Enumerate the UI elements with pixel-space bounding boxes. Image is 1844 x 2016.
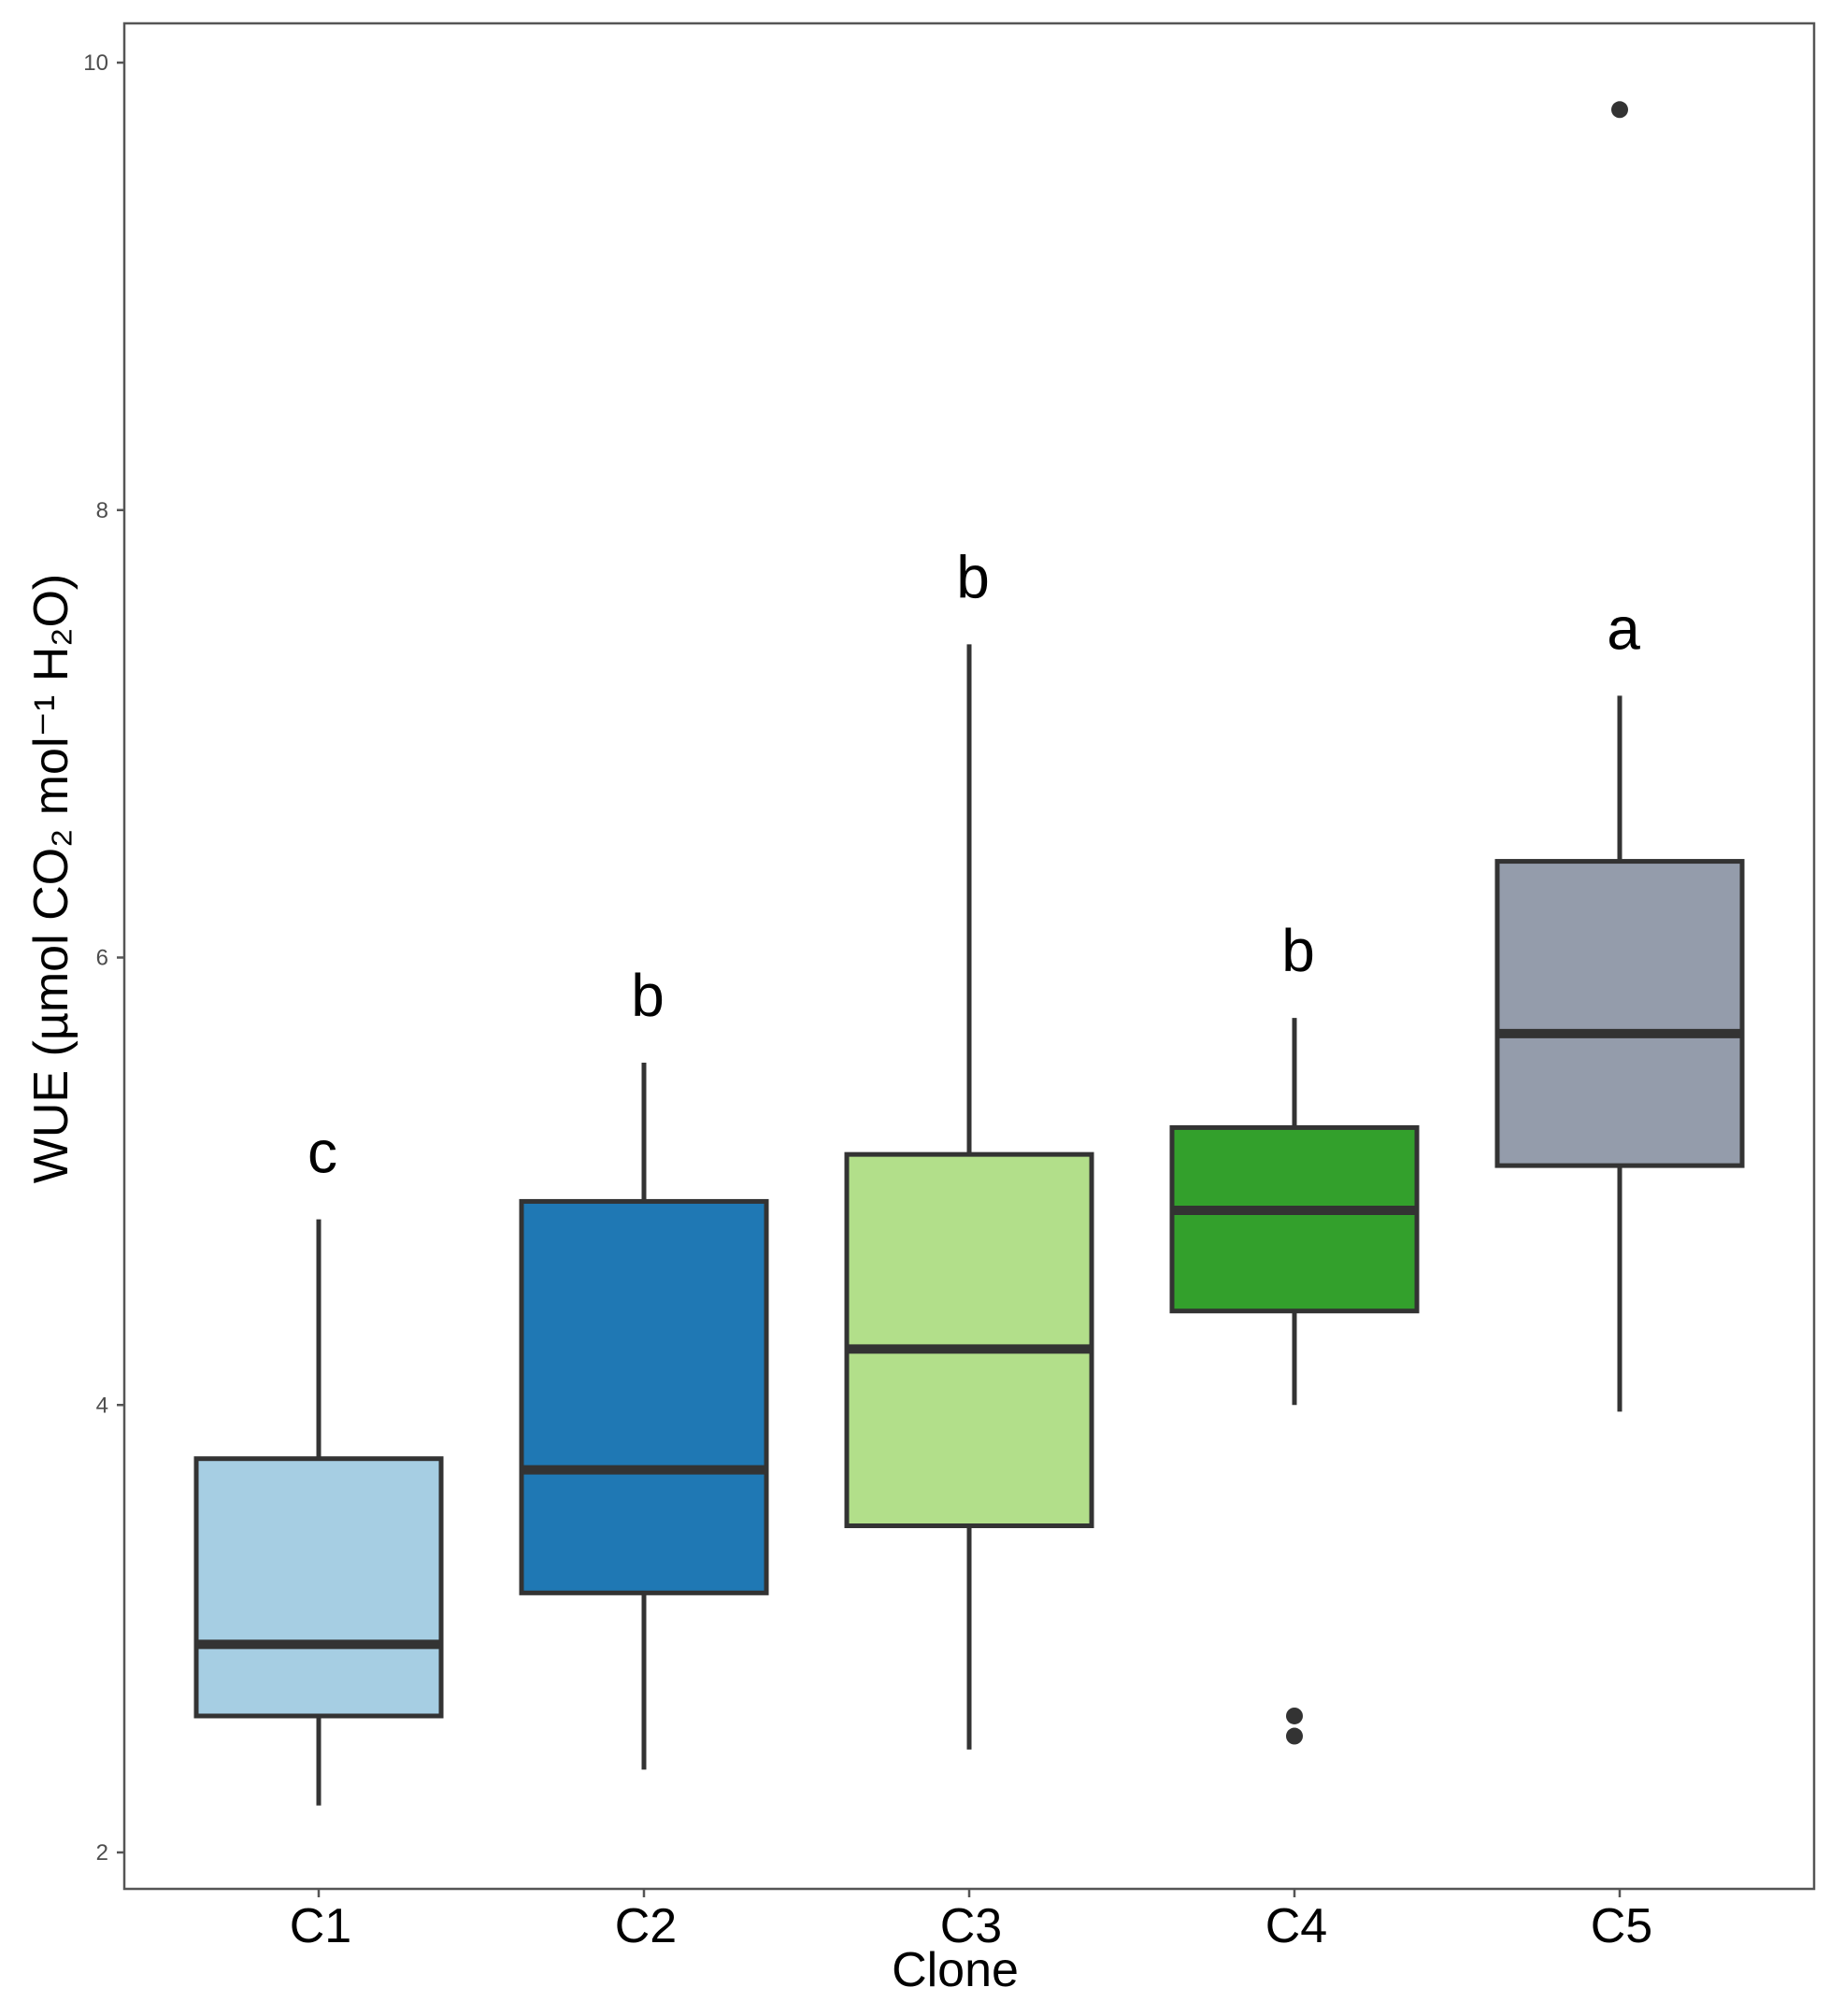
outlier-point [1286,1707,1303,1724]
y-tick-label: 2 [96,1840,108,1866]
y-tick-label: 10 [83,50,108,76]
x-tick-label: C1 [290,1899,351,1953]
box-C5: a [1494,101,1745,1412]
outlier-point [1286,1727,1303,1745]
y-tick-label: 4 [96,1393,108,1418]
iqr-box [1494,859,1745,1168]
significance-letter: c [307,1119,337,1186]
x-tick-label: C3 [940,1899,1002,1953]
box-C2: b [519,962,769,1770]
y-tick-label: 8 [96,498,108,523]
iqr-box [1169,1124,1420,1314]
outlier-point [1611,101,1628,119]
iqr-box [844,1151,1094,1529]
x-tick-label: C2 [615,1899,677,1953]
x-tick-label: C5 [1591,1899,1652,1953]
y-axis-title: WUE (µmol CO₂ mol⁻¹ H₂O) [24,574,79,1183]
iqr-box [193,1456,444,1719]
box-C4: b [1169,917,1420,1745]
iqr-box [519,1198,769,1595]
y-axis: 2 4 6 8 10 [83,50,124,1866]
box-C1: c [193,1119,444,1806]
significance-letter: a [1607,594,1640,662]
box-C3: b [844,543,1094,1750]
significance-letter: b [631,962,665,1029]
significance-letter: b [1281,917,1315,984]
boxes: c b b b a [193,101,1745,1806]
x-axis-title: Clone [892,1943,1019,1997]
significance-letter: b [956,543,990,610]
x-tick-label: C4 [1265,1899,1327,1953]
y-tick-label: 6 [96,946,108,971]
x-axis: C1 C2 C3 C4 C5 [290,1889,1652,1953]
